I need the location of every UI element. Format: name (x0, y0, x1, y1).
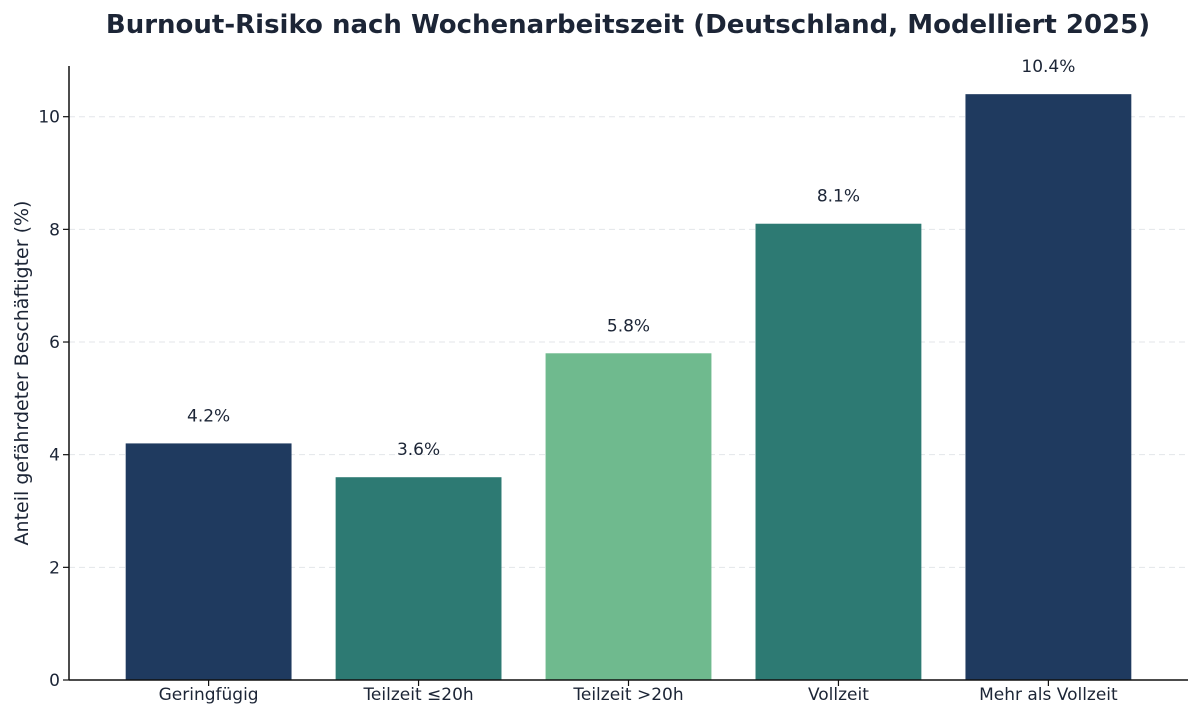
y-tick-label: 10 (38, 108, 60, 128)
y-axis-label: Anteil gefährdeter Beschäftigter (%) (11, 201, 33, 546)
x-tick-label: Vollzeit (808, 685, 869, 705)
chart-title: Burnout-Risiko nach Wochenarbeitszeit (D… (106, 10, 1150, 40)
bar-data-label: 8.1% (817, 187, 860, 207)
bar-data-label: 10.4% (1021, 57, 1075, 77)
bars (125, 94, 1132, 680)
y-tick-label: 2 (49, 558, 60, 578)
x-tick-label: Teilzeit >20h (572, 685, 683, 705)
y-tick-label: 6 (49, 333, 60, 353)
bar (755, 223, 922, 680)
bar-data-label: 5.8% (607, 316, 650, 336)
bar (545, 353, 712, 680)
bar-data-label: 4.2% (187, 406, 230, 426)
x-tick-label: Teilzeit ≤20h (362, 685, 473, 705)
bar (335, 477, 502, 680)
data-labels: 4.2% 3.6% 5.8% 8.1% 10.4% (187, 57, 1075, 460)
y-ticks: 0 2 4 6 8 10 (38, 108, 69, 691)
x-tick-label: Geringfügig (159, 685, 259, 705)
x-tick-label: Mehr als Vollzeit (979, 685, 1118, 705)
y-tick-label: 0 (49, 671, 60, 691)
bar-data-label: 3.6% (397, 440, 440, 460)
bar (125, 443, 292, 680)
bar (965, 94, 1132, 680)
y-tick-label: 4 (49, 446, 60, 466)
x-ticks: Geringfügig Teilzeit ≤20h Teilzeit >20h Vol… (159, 680, 1118, 705)
y-tick-label: 8 (49, 220, 60, 240)
